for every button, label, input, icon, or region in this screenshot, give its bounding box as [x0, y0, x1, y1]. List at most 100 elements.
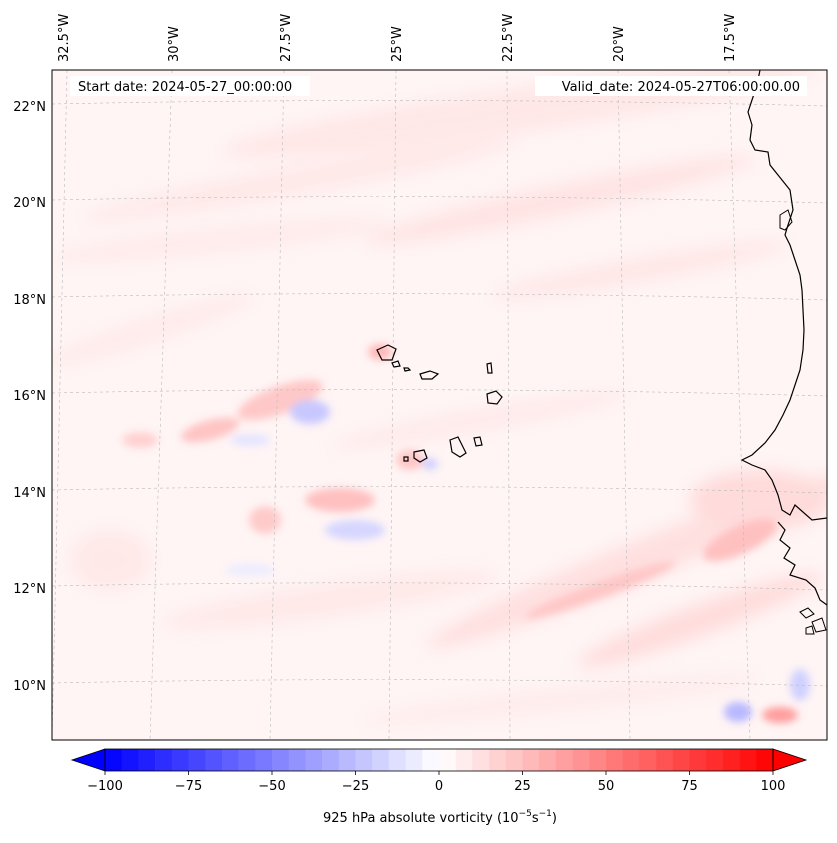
colorbar-segment	[672, 749, 690, 771]
gridlines	[52, 70, 827, 740]
colorbar-tick-label: 100	[761, 779, 786, 794]
colorbar-segment	[756, 749, 774, 771]
valid-date-box	[535, 76, 807, 96]
bijagos-islands	[799, 607, 827, 635]
colorbar-segment	[238, 749, 256, 771]
colorbar-segment	[522, 749, 540, 771]
lon-label-27-5w: 27.5°W	[279, 14, 294, 62]
colorbar-tick-label: −75	[175, 779, 202, 794]
colorbar-segment	[739, 749, 757, 771]
lat-label-18n: 18°N	[13, 293, 46, 308]
colorbar-segment	[138, 749, 156, 771]
colorbar-segment	[205, 749, 223, 771]
latitude-labels: 22°N 20°N 18°N 16°N 14°N 12°N 10°N	[13, 100, 46, 694]
lon-label-30w: 30°W	[167, 26, 182, 62]
colorbar-segment	[555, 749, 573, 771]
colorbar-tick-label: −50	[258, 779, 285, 794]
colorbar-segment	[372, 749, 390, 771]
canary-coast-fragment	[779, 209, 793, 231]
gridline-lat-18	[52, 293, 827, 301]
gridline-lat-20	[52, 196, 827, 204]
colorbar-segment	[722, 749, 740, 771]
colorbar-segment	[188, 749, 206, 771]
gridline-lat-16	[52, 389, 827, 397]
colorbar-tick-label: 50	[598, 779, 615, 794]
colorbar-segment	[155, 749, 173, 771]
africa-coastline	[740, 70, 827, 521]
lon-label-22-5w: 22.5°W	[501, 14, 516, 62]
longitude-labels: 32.5°W 30°W 27.5°W 25°W 22.5°W 20°W 17.5…	[57, 14, 738, 62]
island-santa-luzia	[403, 367, 412, 372]
colorbar-segment	[455, 749, 473, 771]
start-date-box	[70, 76, 310, 96]
vorticity-field	[52, 70, 827, 740]
lat-label-14n: 14°N	[13, 486, 46, 501]
valid-date-label: Valid_date: 2024-05-27T06:00:00.00	[562, 80, 800, 95]
island-santo-antao	[376, 344, 397, 361]
island-maio	[473, 436, 483, 447]
colorbar-tick-label: −100	[87, 779, 123, 794]
colorbar-segments	[105, 749, 774, 771]
colorbar-segment	[405, 749, 423, 771]
colorbar-segment	[572, 749, 590, 771]
colorbar-segment	[706, 749, 724, 771]
colorbar-segment	[622, 749, 640, 771]
gridline-lon-20	[617, 70, 631, 740]
island-boa-vista	[486, 390, 503, 405]
background-vorticity-bands	[52, 70, 827, 725]
island-sal	[486, 362, 493, 374]
island-sao-nicolau	[419, 370, 440, 380]
cape-verde-islands	[376, 344, 503, 463]
lat-label-16n: 16°N	[13, 389, 46, 404]
gridline-lon-27-5	[269, 70, 285, 740]
colorbar-tick-label: 0	[435, 779, 443, 794]
gridline-lon-22-5	[506, 70, 511, 740]
vorticity-anomalies	[122, 344, 810, 723]
colorbar-segment	[639, 749, 657, 771]
colorbar-segment	[322, 749, 340, 771]
colorbar-segment	[388, 749, 406, 771]
map-panel: Start date: 2024-05-27_00:00:00 Valid_da…	[13, 14, 828, 741]
colorbar-segment	[272, 749, 289, 771]
island-fogo	[413, 449, 428, 463]
colorbar-segment	[539, 749, 557, 771]
colorbar-segment	[439, 749, 456, 771]
start-date-label: Start date: 2024-05-27_00:00:00	[78, 80, 292, 95]
lon-label-25w: 25°W	[390, 26, 405, 62]
colorbar-segment	[689, 749, 707, 771]
colorbar-tick-label: −25	[342, 779, 369, 794]
lat-label-12n: 12°N	[13, 582, 46, 597]
island-sao-vicente	[391, 360, 401, 368]
colorbar-tick-label: 25	[514, 779, 531, 794]
colorbar-tick-label: 75	[681, 779, 698, 794]
gridline-lon-32-5	[52, 70, 68, 740]
colorbar-segment	[338, 749, 356, 771]
gridline-lon-17-5	[728, 70, 751, 740]
gridline-lon-30	[149, 70, 173, 740]
colorbar-extend-min	[70, 748, 106, 772]
colorbar-ticks: −100 −75 −50 −25 0 25 50 75 100	[87, 771, 785, 794]
colorbar-segment	[489, 749, 507, 771]
colorbar-segment	[255, 749, 273, 771]
gridline-lat-14	[52, 486, 827, 494]
colorbar-label: 925 hPa absolute vorticity (10−5s−1)	[323, 809, 557, 826]
colorbar-segment	[505, 749, 523, 771]
lat-label-22n: 22°N	[13, 100, 46, 115]
gridline-lat-22	[52, 100, 827, 107]
colorbar-segment	[589, 749, 607, 771]
colorbar-segment	[305, 749, 323, 771]
lat-label-20n: 20°N	[13, 196, 46, 211]
lon-label-17-5w: 17.5°W	[723, 14, 738, 62]
lon-label-32-5w: 32.5°W	[57, 14, 72, 62]
senegambia-coast	[777, 521, 827, 606]
island-brava	[403, 456, 409, 462]
colorbar-segment	[121, 749, 139, 771]
colorbar-extend-max	[772, 748, 808, 772]
colorbar-segment	[422, 749, 440, 771]
island-santiago	[449, 436, 467, 458]
gridline-lat-10	[52, 679, 827, 687]
gridline-lat-12	[52, 582, 827, 591]
map-frame	[51, 69, 828, 741]
